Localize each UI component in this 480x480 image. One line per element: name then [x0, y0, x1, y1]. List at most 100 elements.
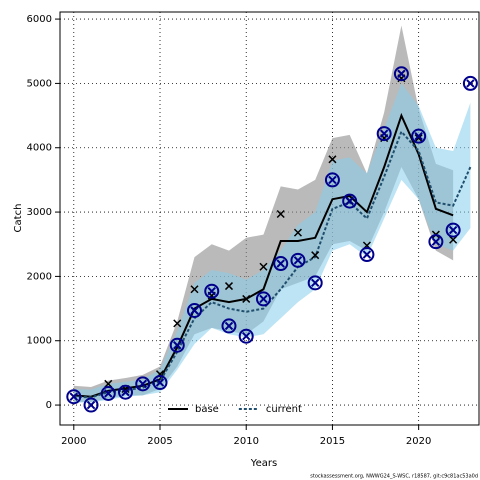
point-x	[207, 286, 216, 296]
point	[273, 256, 289, 272]
point-x	[414, 134, 423, 143]
plot-frame	[59, 11, 480, 426]
point-x	[104, 379, 113, 388]
point-circle	[411, 128, 427, 144]
point-x	[379, 129, 389, 138]
point	[393, 66, 409, 82]
point-circle	[83, 397, 99, 413]
point	[242, 294, 251, 303]
point-x	[276, 259, 285, 268]
point	[311, 251, 320, 260]
point	[259, 262, 268, 271]
point	[221, 318, 237, 334]
point-circle	[221, 318, 237, 334]
point-x	[397, 69, 406, 78]
point-x	[449, 235, 458, 244]
point	[255, 291, 271, 307]
footnote: stockassessment.org, NWWG24_S-WSC, r1858…	[310, 474, 478, 480]
x-tick-label: 2020	[406, 436, 431, 447]
point-circle	[290, 252, 306, 268]
point-x	[69, 392, 79, 401]
point-x	[311, 251, 320, 260]
point-x	[86, 400, 96, 410]
point-x	[121, 387, 130, 397]
point	[293, 228, 302, 237]
point	[152, 375, 168, 391]
point-circle	[324, 172, 340, 188]
point	[428, 234, 444, 250]
x-tick-label: 2000	[61, 436, 86, 447]
point-x	[448, 225, 458, 235]
y-tick-label: 3000	[27, 207, 52, 218]
point-x	[328, 155, 337, 164]
point-x	[224, 282, 234, 291]
point-x	[276, 209, 285, 219]
point	[224, 282, 234, 291]
point-circle	[169, 337, 185, 353]
point	[204, 283, 220, 299]
point	[135, 376, 151, 392]
point-circle	[238, 328, 254, 344]
point-circle	[66, 389, 82, 405]
point-x	[414, 131, 423, 141]
point	[66, 389, 82, 405]
point-circle	[307, 275, 323, 291]
point	[118, 384, 134, 400]
point-circle	[445, 222, 461, 238]
point-x	[259, 262, 268, 271]
point-x	[242, 294, 251, 303]
point-x	[259, 294, 268, 304]
point	[359, 247, 375, 263]
y-axis-label: Catch	[13, 204, 24, 233]
point-x	[345, 196, 354, 206]
point	[104, 379, 113, 388]
point	[307, 275, 323, 291]
point	[83, 397, 99, 413]
line	[73, 129, 472, 399]
point-circle	[376, 126, 392, 142]
point-circle	[428, 234, 444, 250]
point-x	[224, 321, 234, 331]
point	[449, 235, 458, 244]
point	[173, 319, 182, 328]
point	[411, 128, 427, 144]
point-x	[155, 378, 165, 387]
point-circle	[204, 283, 220, 299]
point-x	[242, 332, 251, 341]
point-x	[173, 341, 182, 350]
point	[238, 328, 254, 344]
point-circle	[393, 66, 409, 82]
confidence-band	[73, 25, 454, 402]
point	[342, 193, 358, 209]
point	[462, 75, 478, 91]
point	[414, 134, 423, 143]
point-x	[173, 319, 182, 328]
point	[328, 155, 337, 164]
point-x	[431, 237, 441, 246]
point-x	[190, 285, 199, 294]
point-x	[328, 175, 337, 185]
point-circle	[152, 375, 168, 391]
point-x	[310, 278, 320, 288]
point-x	[293, 256, 303, 265]
point	[186, 302, 202, 318]
x-tick-label: 2005	[147, 436, 172, 447]
point	[100, 385, 116, 401]
y-tick-label: 0	[46, 400, 52, 411]
point-circle	[135, 376, 151, 392]
point	[376, 126, 392, 142]
point-circle	[100, 385, 116, 401]
point	[276, 209, 285, 219]
y-tick-label: 2000	[27, 271, 52, 282]
point-x	[466, 79, 475, 88]
point-x	[190, 306, 199, 315]
point-x	[138, 379, 147, 389]
point-circle	[255, 291, 271, 307]
x-axis-label: Years	[250, 458, 277, 469]
point-circle	[273, 256, 289, 272]
point	[324, 172, 340, 188]
point-x	[104, 389, 113, 398]
point-circle	[118, 384, 134, 400]
point	[445, 222, 461, 238]
point-circle	[342, 193, 358, 209]
